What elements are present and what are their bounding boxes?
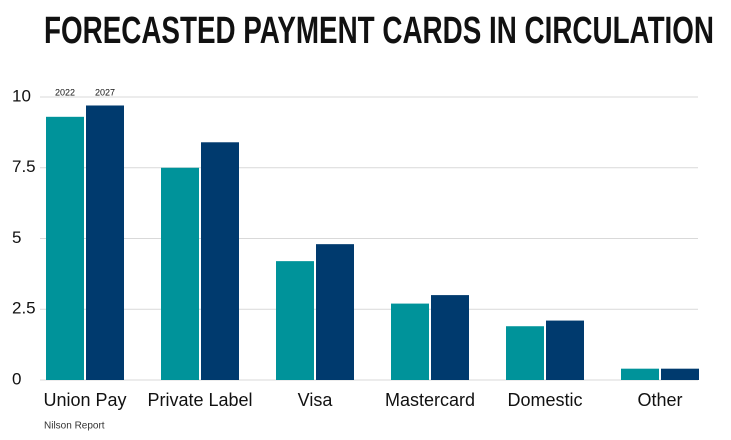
x-tick-label: Other <box>637 390 682 410</box>
bar <box>546 320 584 380</box>
bar <box>46 116 84 380</box>
y-tick-label: 10 <box>12 86 31 105</box>
legend-label: 2027 <box>95 87 115 97</box>
bar <box>506 326 544 380</box>
y-tick-label: 5 <box>12 228 21 247</box>
x-tick-label: Union Pay <box>43 390 126 410</box>
bar <box>86 105 124 381</box>
y-tick-label: 0 <box>12 369 21 388</box>
y-tick-label: 2.5 <box>12 299 36 318</box>
source-note: Nilson Report <box>44 421 105 432</box>
bar <box>161 167 199 380</box>
bar <box>621 368 659 380</box>
bar <box>276 261 314 380</box>
bar <box>391 303 429 380</box>
bar <box>431 295 469 380</box>
y-tick-label: 7.5 <box>12 157 36 176</box>
x-tick-label: Domestic <box>507 390 582 410</box>
legend-label: 2022 <box>55 87 75 97</box>
x-tick-label: Mastercard <box>385 390 475 410</box>
x-tick-label: Private Label <box>147 390 252 410</box>
chart-title: FORECASTED PAYMENT CARDS IN CIRCULATION <box>44 10 714 52</box>
bar <box>316 244 354 380</box>
bar <box>661 368 699 380</box>
x-tick-label: Visa <box>298 390 334 410</box>
bar <box>201 142 239 380</box>
